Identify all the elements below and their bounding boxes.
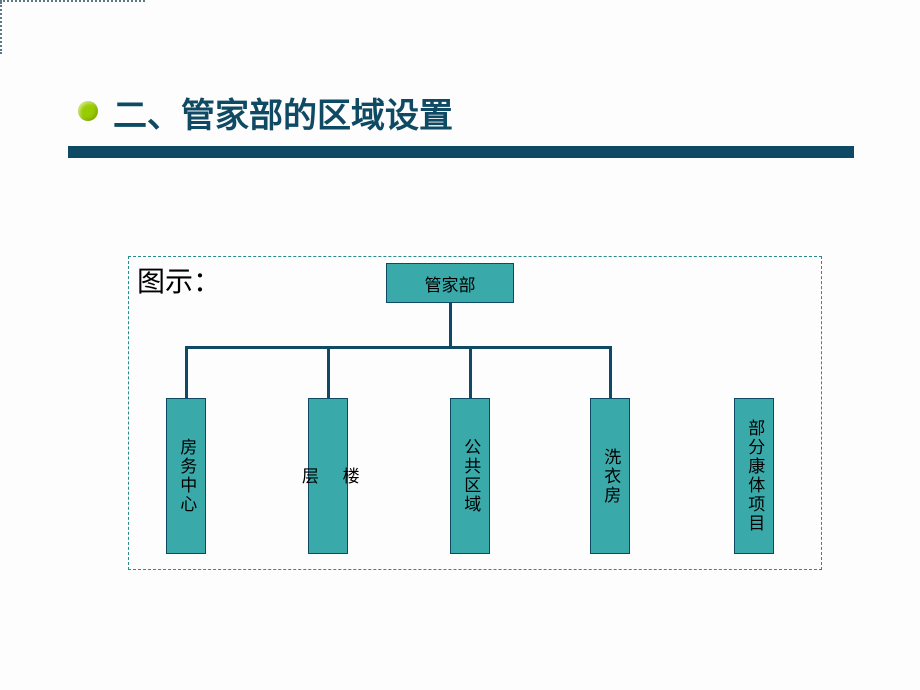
connector-child-4 (609, 346, 612, 398)
connector-child-3 (469, 346, 472, 398)
diagram-label: 图示： (137, 260, 221, 300)
org-child-2: 楼 层 (308, 398, 348, 554)
title-underline (68, 146, 854, 158)
org-child-1: 房务中心 (166, 398, 206, 554)
slide: 二、管家部的区域设置 图示： 管家部 房务中心 楼 层 公共区域 洗衣房 部分康… (0, 0, 920, 690)
bullet-icon (78, 101, 98, 121)
org-child-3-label: 公共区域 (460, 438, 480, 514)
connector-bus-solid (185, 346, 612, 349)
org-child-4: 洗衣房 (590, 398, 630, 554)
page-title: 二、管家部的区域设置 (113, 88, 453, 137)
org-child-3: 公共区域 (450, 398, 490, 554)
org-child-2-label: 楼 层 (297, 467, 358, 486)
org-child-5: 部分康体项目 (734, 398, 774, 554)
connector-child-5-dashed (0, 2, 2, 54)
org-child-1-label: 房务中心 (176, 438, 196, 514)
org-root-label: 管家部 (425, 271, 476, 296)
connector-bus-dashed (0, 0, 145, 2)
org-child-4-label: 洗衣房 (600, 448, 620, 505)
org-child-5-label: 部分康体项目 (744, 419, 764, 533)
org-root-node: 管家部 (386, 263, 514, 303)
connector-root-down (449, 303, 452, 348)
connector-child-1 (185, 346, 188, 398)
connector-child-2 (327, 346, 330, 398)
